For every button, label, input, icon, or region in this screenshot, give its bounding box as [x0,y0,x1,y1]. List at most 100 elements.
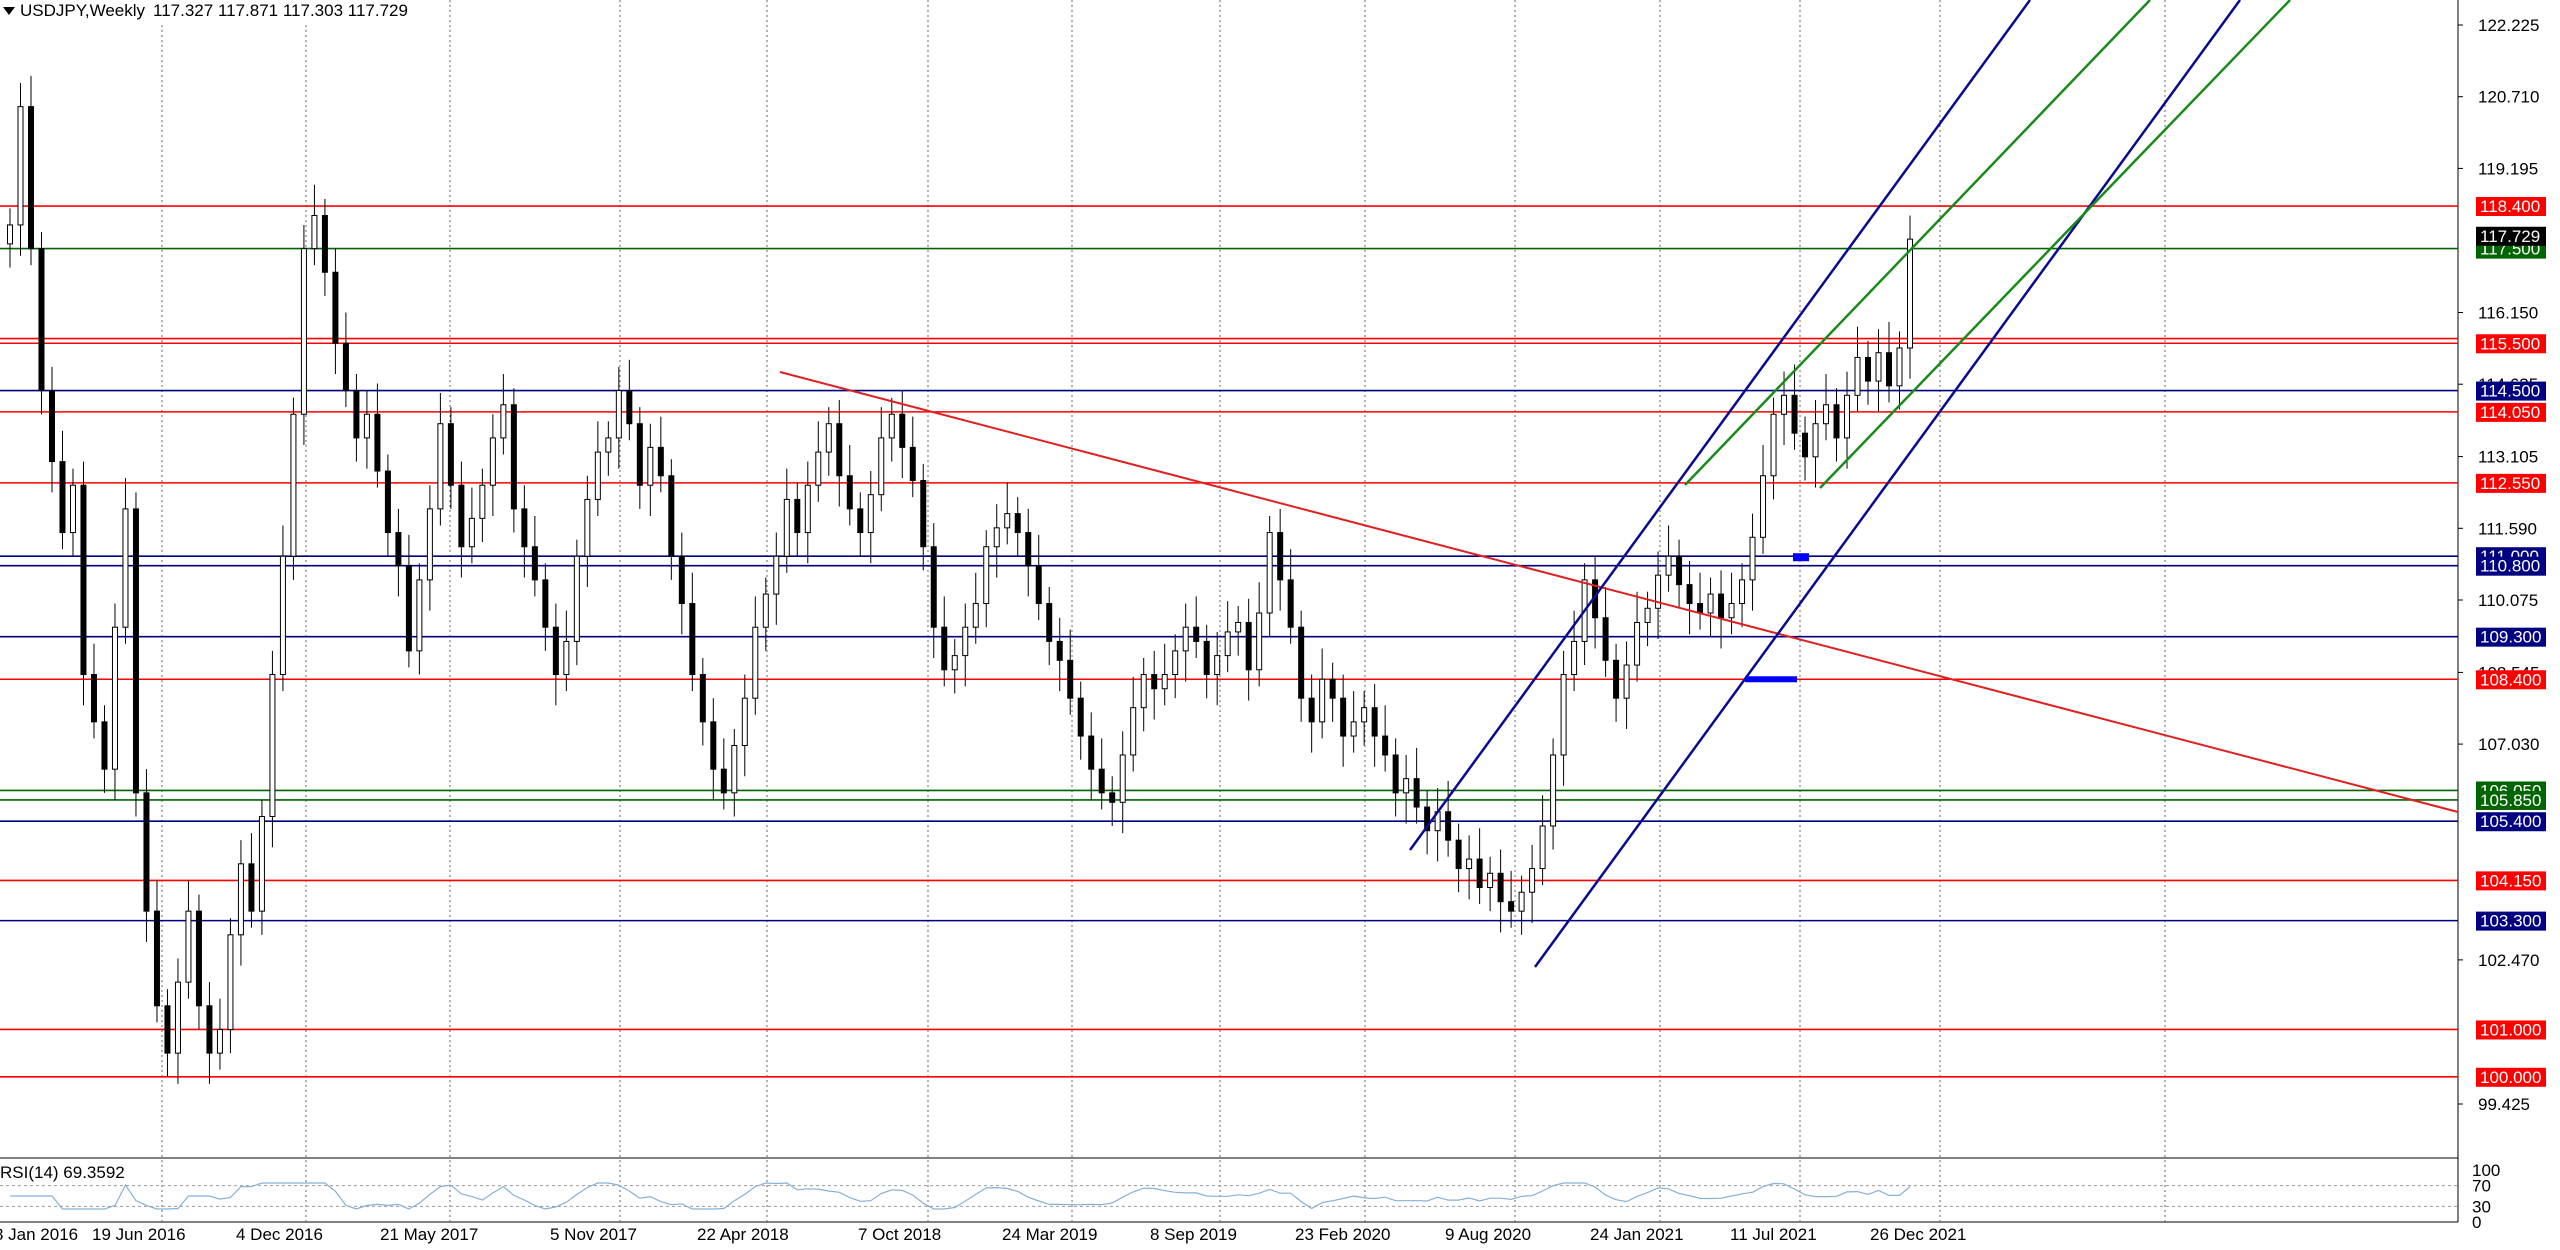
candle-body [1329,678,1336,699]
dropdown-triangle-icon[interactable] [3,7,15,15]
rsi-label: RSI(14) 69.3592 [0,1163,125,1183]
y-tick-label: 107.030 [2478,735,2539,754]
candle-body [1214,655,1221,676]
candle-body [1854,356,1861,396]
candle-body [657,446,664,477]
y-tick-label: 111.590 [2478,519,2537,538]
candle-body [720,768,727,794]
blue-marker [1745,676,1797,683]
candle-body [1172,650,1179,676]
candle-body [930,546,937,628]
candle-body [468,517,475,548]
price-label-text: 103.300 [2480,912,2541,931]
candle-body [1140,674,1147,709]
candle-body [195,910,202,1007]
candle-body [27,106,34,250]
candle-body [1445,811,1452,841]
price-label-text: 112.550 [2480,474,2540,493]
candle-body [1046,603,1053,642]
price-label-text: 100.000 [2480,1068,2541,1087]
candle-body [1361,707,1368,723]
candle-body [248,863,255,912]
candle-body [731,745,738,794]
candle-body [1844,394,1851,439]
x-tick-label: 23 Feb 2020 [1295,1225,1390,1244]
rsi-line [10,1182,1911,1210]
price-label-text: 105.400 [2480,812,2541,831]
candle-body [7,224,13,245]
candle-body [836,423,843,477]
candle-body [1602,617,1609,661]
candle-body [647,446,654,486]
candle-body [1256,612,1263,671]
price-label-box [2476,812,2546,832]
candle-body [1739,579,1746,605]
price-label-box [2476,334,2546,354]
candle-body [1004,513,1011,529]
candle-body [447,423,454,486]
current-price-box [2476,226,2546,246]
price-label-text: 118.400 [2480,197,2540,216]
chart-symbol: USDJPY,Weekly [20,1,146,20]
candle-body [1802,432,1809,458]
candle-body [1497,872,1504,903]
candle-body [1686,584,1693,605]
candle-body [636,423,643,486]
y-tick-label: 113.105 [2478,448,2538,467]
candle-body [395,532,402,567]
candle-body [80,484,87,676]
price-label-box [2476,627,2546,647]
candle-body [1413,778,1420,808]
candle-body [1623,664,1630,699]
candle-body [1035,565,1042,605]
candle-body [405,565,412,652]
price-label-text: 105.850 [2480,791,2541,810]
candle-body [920,479,927,548]
candle-body [1529,868,1536,893]
current-price-text: 117.729 [2480,227,2540,246]
candle-body [552,626,559,676]
candle-body [384,470,391,534]
x-tick-label: 19 Jun 2016 [92,1225,186,1244]
candle-body [689,603,696,676]
candle-body [1287,579,1294,628]
candle-body [1550,754,1557,827]
candle-body [1613,659,1620,699]
candle-body [416,579,423,652]
candle-body [17,106,24,226]
candle-body [489,437,496,486]
candle-body [237,863,244,936]
candle-body [1676,555,1683,586]
price-label-box [2476,402,2546,422]
channel-upper-line [1408,0,2032,851]
candle-body [1728,603,1735,619]
y-tick-label: 122.225 [2478,16,2539,35]
candle-body [1193,626,1200,642]
price-label-text: 114.050 [2480,403,2540,422]
candle-body [321,214,328,273]
price-label-box [2476,790,2546,810]
candle-body [1161,674,1168,690]
candle-body [846,475,853,510]
y-tick-label: 99.425 [2478,1095,2530,1114]
y-tick-label: 102.470 [2478,951,2539,970]
candle-body [762,593,769,628]
y-tick-label: 110.075 [2478,591,2538,610]
candle-body [1098,768,1105,794]
candle-body [1665,555,1672,576]
candle-body [59,461,66,534]
x-tick-label: 4 Dec 2016 [236,1225,323,1244]
candle-body [1634,621,1641,666]
candle-body [1182,626,1189,652]
price-label-text: 101.000 [2480,1020,2541,1039]
x-tick-label: 8 Jan 2016 [0,1225,78,1244]
price-label-text: 114.500 [2480,382,2540,401]
candle-body [542,579,549,628]
price-label-box [2476,1020,2546,1040]
green-channel-lower [1819,0,2291,489]
candle-body [1560,674,1567,756]
candle-body [1245,621,1252,671]
candle-body [426,508,433,581]
candle-body [668,475,675,557]
